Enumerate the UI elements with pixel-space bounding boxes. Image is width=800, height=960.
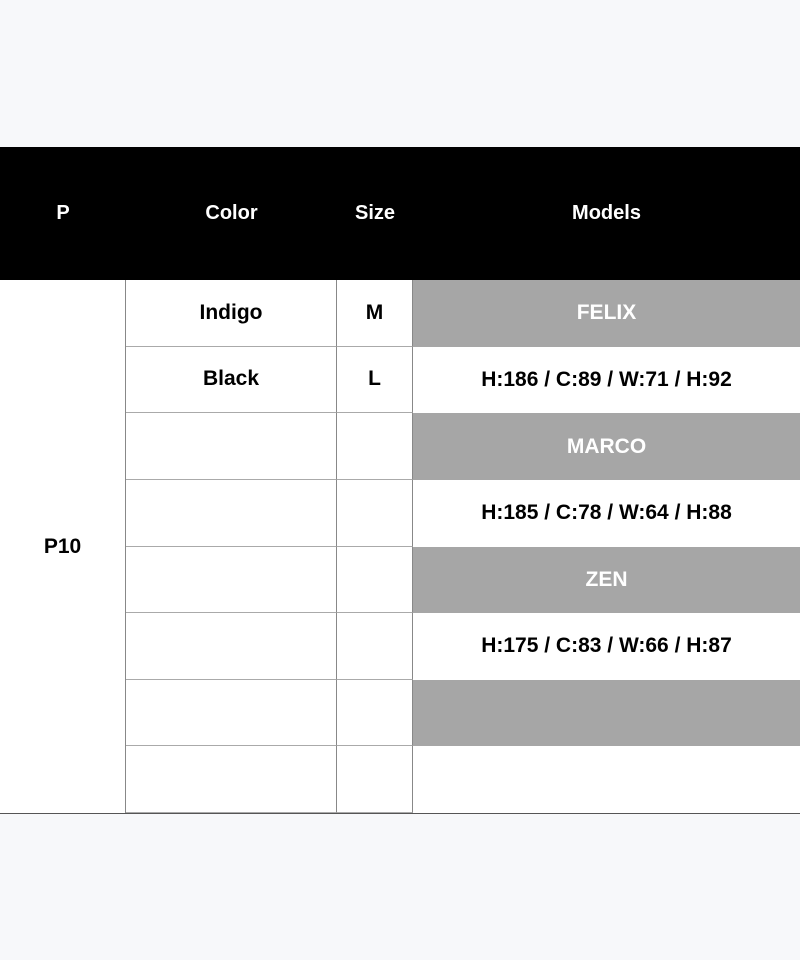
model-cell: ZEN xyxy=(413,546,800,614)
size-table: P Color Size Models P10 Indigo M FELIX Blac… xyxy=(0,147,800,814)
size-cell xyxy=(337,679,413,747)
model-cell: FELIX xyxy=(413,280,800,347)
color-cell: Indigo xyxy=(126,280,337,347)
header-models: Models xyxy=(572,202,641,224)
header-color: Color xyxy=(205,202,258,224)
table-header: P Color Size Models xyxy=(0,147,800,280)
size-cell xyxy=(337,546,413,614)
model-cell xyxy=(413,679,800,747)
size-cell: L xyxy=(337,346,413,414)
size-cell xyxy=(337,479,413,547)
color-cell xyxy=(126,413,337,480)
color-cell xyxy=(126,546,337,614)
color-cell xyxy=(126,613,337,680)
product-cell: P10 xyxy=(0,280,126,813)
model-cell: H:175 / C:83 / W:66 / H:87 xyxy=(481,634,732,658)
model-cell: H:186 / C:89 / W:71 / H:92 xyxy=(481,367,732,391)
color-cell: Black xyxy=(126,346,337,414)
model-cell: H:185 / C:78 / W:64 / H:88 xyxy=(481,501,732,525)
size-cell xyxy=(337,613,413,680)
model-cell: MARCO xyxy=(413,413,800,480)
color-cell xyxy=(126,746,337,813)
model-cell xyxy=(413,746,800,813)
header-p: P xyxy=(56,202,70,224)
header-size: Size xyxy=(354,202,396,224)
size-cell: M xyxy=(337,280,413,347)
color-cell xyxy=(126,479,337,547)
size-cell xyxy=(337,746,413,813)
size-cell xyxy=(337,413,413,480)
color-cell xyxy=(126,679,337,747)
